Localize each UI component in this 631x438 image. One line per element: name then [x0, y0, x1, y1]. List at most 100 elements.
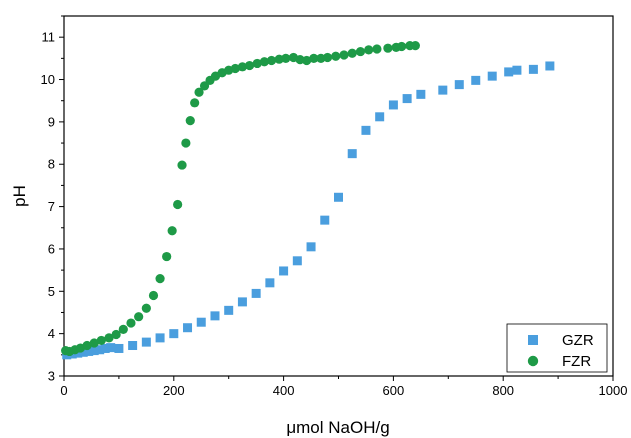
- data-point-gzr: [100, 343, 110, 353]
- data-point-fzr: [190, 98, 200, 108]
- data-point-fzr: [322, 52, 333, 63]
- data-point-fzr: [372, 44, 382, 54]
- legend-box: [506, 323, 608, 373]
- data-point-fzr: [302, 55, 312, 66]
- data-point-gzr: [210, 311, 220, 321]
- data-point-fzr: [252, 58, 262, 69]
- data-point-fzr: [162, 251, 172, 262]
- axis-ticks: 0 200 400 600 800 1000 3 4 5 6 7 8 9 10 11: [41, 15, 628, 398]
- data-point-fzr: [96, 335, 106, 346]
- data-point-gzr: [279, 266, 289, 276]
- data-point-gzr: [402, 94, 412, 104]
- y-tick-label: 5: [48, 284, 55, 299]
- x-axis-title: μmol NaOH/g: [286, 418, 389, 437]
- data-point-fzr: [141, 303, 151, 313]
- data-point-gzr: [114, 343, 124, 353]
- y-tick-label: 11: [42, 30, 56, 45]
- data-point-fzr: [148, 290, 159, 301]
- data-point-fzr: [259, 57, 269, 67]
- data-point-gzr: [334, 192, 343, 202]
- data-point-fzr: [410, 41, 420, 51]
- x-tick-label: 0: [60, 383, 67, 398]
- legend: GZR FZR: [506, 323, 608, 373]
- data-point-fzr: [397, 41, 407, 52]
- y-tick-label: 8: [48, 157, 55, 172]
- legend-marker-gzr: [528, 335, 538, 345]
- data-point-fzr: [347, 48, 357, 58]
- y-tick-label: 4: [48, 326, 55, 341]
- y-tick-label: 7: [48, 199, 55, 214]
- data-point-gzr: [438, 85, 448, 95]
- data-point-fzr: [339, 50, 349, 60]
- data-point-gzr: [128, 341, 138, 351]
- data-point-fzr: [181, 138, 191, 148]
- data-point-gzr: [545, 61, 555, 71]
- data-point-gzr: [416, 89, 426, 99]
- data-point-gzr: [292, 256, 302, 266]
- data-point-fzr: [244, 60, 255, 71]
- data-point-fzr: [185, 116, 195, 126]
- data-point-fzr: [281, 53, 291, 63]
- data-point-gzr: [141, 337, 151, 347]
- y-axis-title: pH: [10, 185, 29, 207]
- data-point-fzr: [331, 51, 341, 61]
- data-point-fzr: [126, 318, 136, 328]
- data-point-fzr: [118, 324, 128, 335]
- data-point-gzr: [512, 65, 522, 75]
- y-tick-label: 10: [41, 72, 55, 87]
- data-point-fzr: [167, 226, 177, 236]
- data-point-gzr: [361, 125, 371, 135]
- x-tick-label: 1000: [599, 383, 628, 398]
- data-point-fzr: [230, 63, 240, 74]
- data-point-fzr: [155, 273, 165, 284]
- data-point-gzr: [251, 288, 261, 298]
- y-tick-label: 9: [48, 114, 55, 129]
- data-point-fzr: [237, 62, 248, 72]
- data-point-fzr: [383, 43, 393, 53]
- data-point-gzr: [347, 149, 357, 159]
- data-point-fzr: [82, 340, 92, 351]
- data-point-fzr: [309, 53, 319, 63]
- data-point-gzr: [169, 329, 179, 339]
- data-point-fzr: [173, 199, 183, 210]
- data-point-gzr: [265, 278, 275, 288]
- data-point-gzr: [375, 112, 385, 122]
- data-point-gzr: [471, 75, 481, 85]
- data-point-fzr: [111, 329, 121, 340]
- data-point-fzr: [89, 338, 99, 348]
- legend-label-gzr: GZR: [562, 332, 594, 349]
- data-point-fzr: [364, 45, 374, 55]
- data-point-gzr: [224, 305, 234, 315]
- data-point-gzr: [84, 346, 94, 356]
- y-tick-label: 6: [48, 241, 55, 256]
- data-point-gzr: [388, 100, 398, 110]
- data-point-gzr: [89, 346, 99, 356]
- data-point-gzr: [78, 347, 88, 357]
- x-tick-label: 200: [163, 383, 185, 398]
- data-point-fzr: [355, 46, 366, 57]
- data-point-gzr: [95, 345, 105, 355]
- data-point-fzr: [134, 312, 144, 322]
- x-tick-label: 600: [383, 383, 405, 398]
- y-tick-label: 3: [48, 369, 55, 384]
- legend-marker-fzr: [527, 355, 539, 367]
- data-point-fzr: [194, 87, 204, 97]
- x-tick-label: 800: [492, 383, 514, 398]
- data-point-fzr: [266, 55, 277, 66]
- data-point-gzr: [528, 64, 538, 74]
- data-point-gzr: [183, 323, 193, 333]
- legend-label-fzr: FZR: [562, 353, 591, 370]
- x-tick-label: 400: [273, 383, 295, 398]
- data-point-gzr: [487, 71, 497, 81]
- data-point-gzr: [454, 80, 464, 90]
- data-point-gzr: [155, 333, 165, 343]
- series-fzr: [61, 41, 420, 357]
- data-point-fzr: [177, 160, 187, 170]
- data-points: [61, 41, 555, 360]
- data-point-gzr: [306, 242, 316, 252]
- data-point-gzr: [106, 343, 116, 353]
- data-point-gzr: [237, 297, 247, 307]
- data-point-fzr: [104, 333, 114, 343]
- data-point-gzr: [196, 317, 206, 327]
